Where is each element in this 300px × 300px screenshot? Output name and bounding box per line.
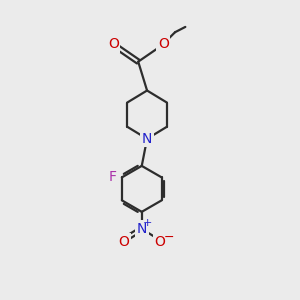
Text: N: N <box>136 222 147 236</box>
Text: N: N <box>142 132 152 146</box>
Text: +: + <box>143 218 152 228</box>
Text: O: O <box>154 235 165 249</box>
Text: O: O <box>108 37 118 51</box>
Text: O: O <box>118 235 129 249</box>
Text: F: F <box>108 170 116 184</box>
Text: −: − <box>164 231 175 244</box>
Text: O: O <box>158 37 169 51</box>
